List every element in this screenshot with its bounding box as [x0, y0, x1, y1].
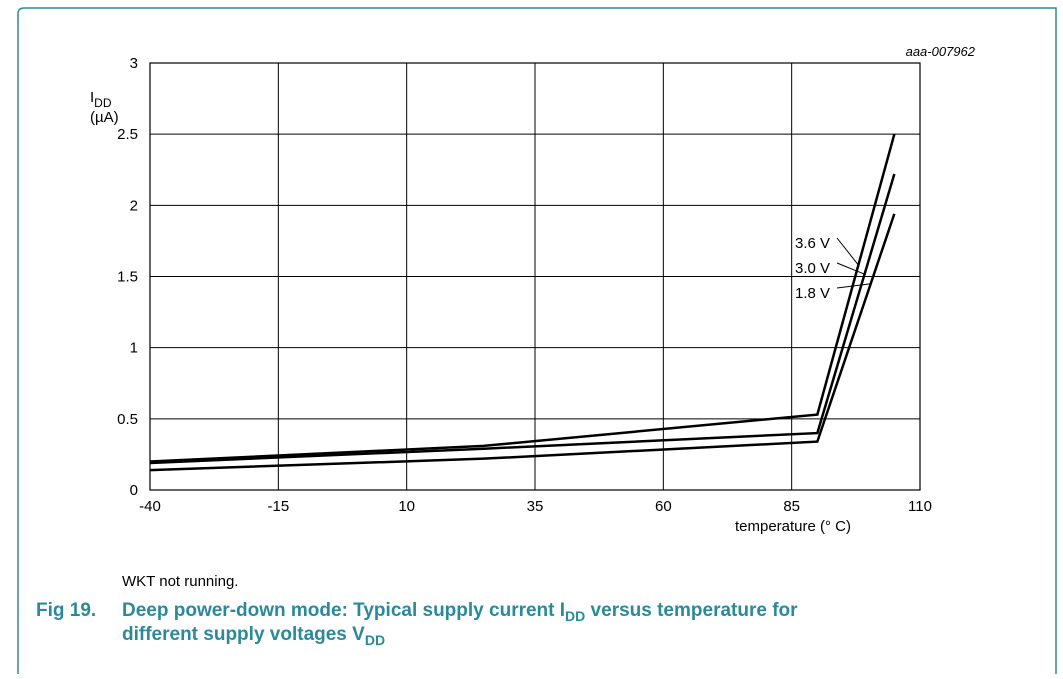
x-tick-label: -15 — [267, 498, 289, 515]
caption-text: different supply voltages V — [122, 624, 365, 645]
leader-line — [836, 283, 871, 289]
series-line — [149, 173, 896, 465]
y-tick-label: 2 — [130, 197, 138, 214]
y-label-sub: DD — [94, 96, 112, 110]
x-axis-label: temperature (° C) — [735, 518, 851, 535]
series-label: 1.8 V — [795, 285, 830, 302]
series-label: 3.0 V — [795, 260, 830, 277]
x-tick-label: 110 — [908, 498, 932, 515]
figure-code: aaa-007962 — [906, 44, 976, 59]
y-axis-unit: (µA) — [90, 109, 119, 126]
y-tick-label: 1 — [130, 340, 138, 357]
plot-border — [149, 62, 921, 491]
caption-line: Deep power-down mode: Typical supply cur… — [122, 600, 798, 624]
series-line — [149, 133, 896, 463]
y-tick-label: 3 — [130, 55, 138, 72]
y-tick-label: 0 — [130, 482, 138, 499]
x-tick-label: 35 — [527, 498, 544, 515]
caption-text: versus temperature for — [585, 600, 798, 621]
leader-line — [836, 262, 865, 275]
y-tick-label: 0.5 — [117, 411, 138, 428]
caption-sub: DD — [565, 608, 585, 624]
fig-number: Fig 19. — [36, 600, 96, 621]
caption-text: Deep power-down mode: Typical supply cur… — [122, 600, 565, 621]
y-axis-label: IDD — [90, 89, 112, 110]
series-line — [149, 213, 896, 472]
note: WKT not running. — [122, 573, 238, 590]
x-tick-label: 10 — [398, 498, 415, 515]
x-tick-label: -40 — [139, 498, 161, 515]
y-tick-label: 2.5 — [117, 126, 138, 143]
caption-sub: DD — [365, 632, 385, 648]
frame — [17, 7, 1057, 674]
x-tick-label: 85 — [783, 498, 800, 515]
series-label: 3.6 V — [795, 235, 830, 252]
caption-line: different supply voltages VDD — [122, 624, 385, 648]
x-tick-label: 60 — [655, 498, 672, 515]
y-label-main: I — [90, 89, 94, 106]
y-tick-label: 1.5 — [117, 269, 138, 286]
leader-line — [836, 237, 859, 266]
